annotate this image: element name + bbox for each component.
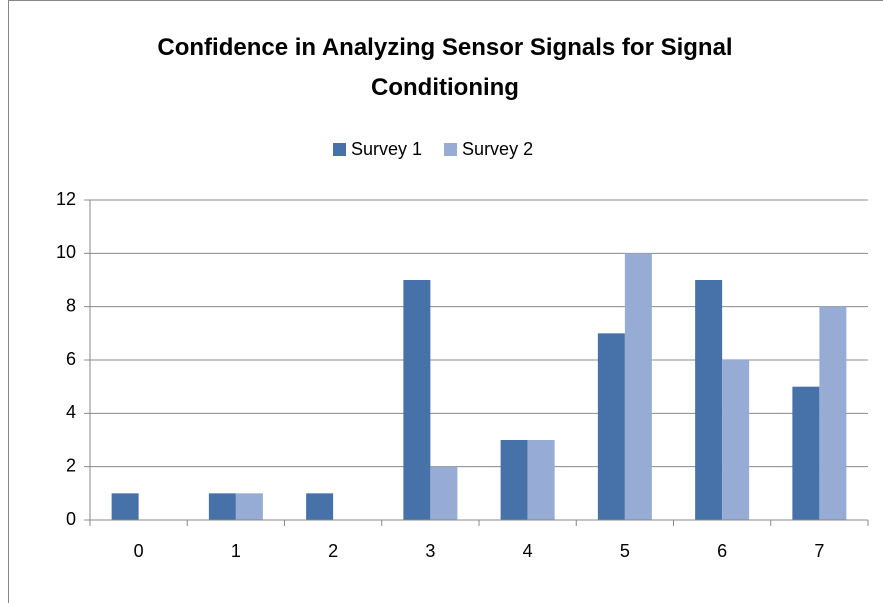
chart-border xyxy=(8,0,883,603)
bar xyxy=(235,493,263,520)
bar xyxy=(722,360,750,520)
y-tick-label: 8 xyxy=(66,295,76,315)
x-tick-label: 5 xyxy=(620,541,630,561)
y-tick-label: 6 xyxy=(66,349,76,369)
y-tick-label: 0 xyxy=(66,509,76,529)
y-tick-label: 12 xyxy=(56,189,76,209)
y-tick-label: 2 xyxy=(66,455,76,475)
bar xyxy=(430,466,458,520)
x-tick-label: 6 xyxy=(717,541,727,561)
legend-label: Survey 1 xyxy=(351,139,422,159)
legend-label: Survey 2 xyxy=(462,139,533,159)
bar xyxy=(819,306,847,520)
x-tick-label: 2 xyxy=(328,541,338,561)
bar xyxy=(111,493,139,520)
legend-swatch xyxy=(444,143,458,156)
x-tick-label: 0 xyxy=(134,541,144,561)
bar xyxy=(403,280,431,520)
bar xyxy=(208,493,236,520)
bar xyxy=(597,333,625,520)
legend-swatch xyxy=(333,143,346,156)
chart-title: Confidence in Analyzing Sensor Signals f… xyxy=(157,34,733,101)
bar xyxy=(500,440,528,520)
bar xyxy=(695,280,723,520)
bar xyxy=(306,493,334,520)
x-tick-label: 7 xyxy=(814,541,824,561)
bar xyxy=(792,386,820,520)
y-tick-label: 4 xyxy=(66,402,76,422)
x-tick-label: 3 xyxy=(425,541,435,561)
bar xyxy=(624,253,652,521)
x-tick-label: 1 xyxy=(231,541,241,561)
y-tick-label: 10 xyxy=(56,242,76,262)
x-tick-label: 4 xyxy=(523,541,533,561)
bar xyxy=(527,440,555,520)
